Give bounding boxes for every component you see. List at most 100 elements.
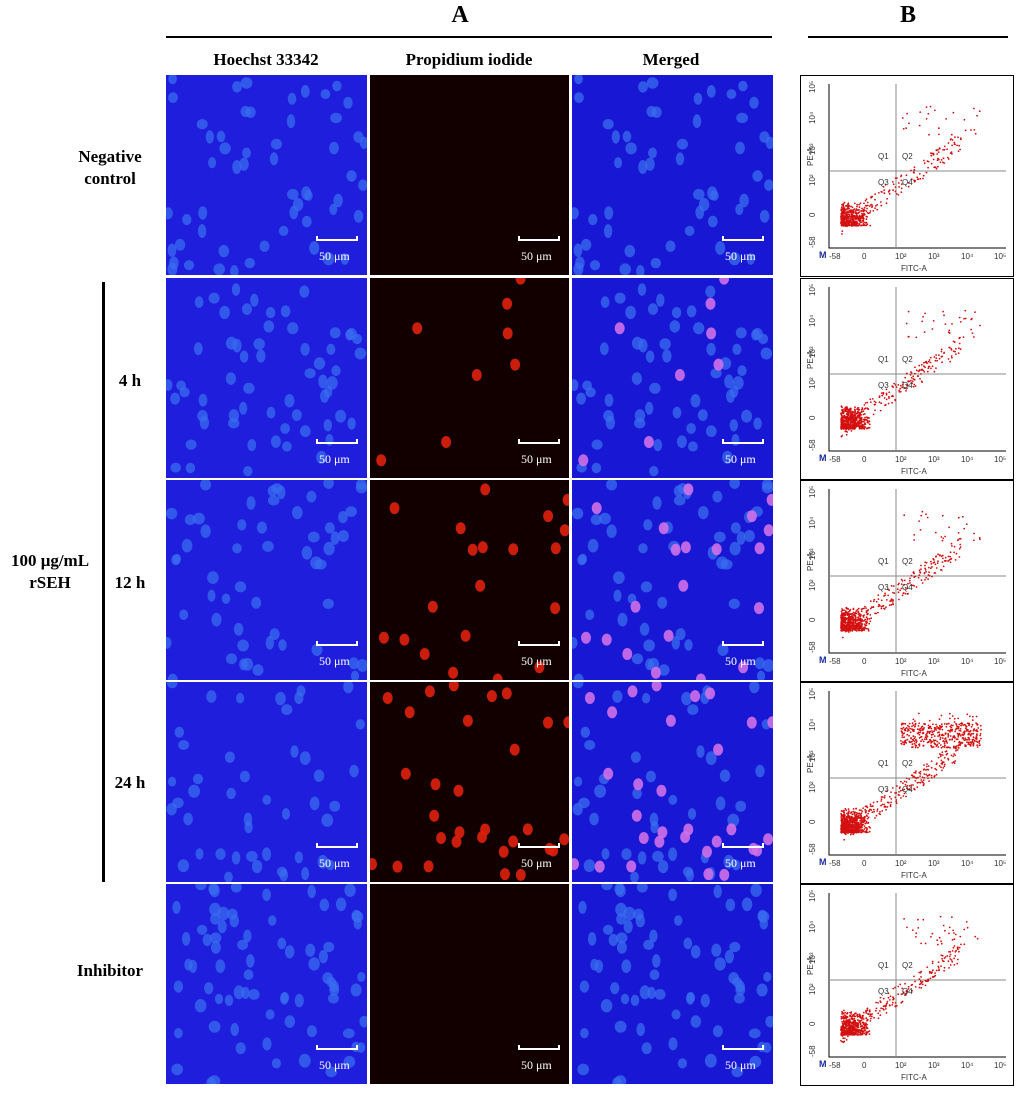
micrograph-4h-merged: 50 μm xyxy=(572,278,773,478)
flow-x-tick: 10⁴ xyxy=(961,455,974,464)
micrograph-4h-hoechst: 50 μm xyxy=(166,278,367,478)
flow-x-tick: -58 xyxy=(829,252,841,261)
row-label-negative-control: Negative control xyxy=(78,147,142,188)
micrograph-inhibitor-merged: 50 μm xyxy=(572,884,773,1084)
scale-bar xyxy=(518,641,560,646)
scale-bar-label: 50 μm xyxy=(319,856,350,870)
flow-quadrant-q4: Q4 xyxy=(902,785,913,794)
flow-y-tick: 0 xyxy=(808,819,817,824)
scale-bar xyxy=(518,439,560,444)
flow-y-axis-label: PE-A xyxy=(806,147,815,166)
flow-y-tick: 10⁵ xyxy=(808,81,817,93)
scale-bar xyxy=(316,1045,358,1050)
flow-quadrant-q1: Q1 xyxy=(878,152,889,161)
flow-y-axis-label: PE-A xyxy=(806,350,815,369)
flow-quadrant-q4: Q4 xyxy=(902,178,913,187)
column-header-pi: Propidium iodide xyxy=(405,50,533,69)
micrograph-12h-hoechst: 50 μm xyxy=(166,480,367,680)
micrograph-24h-merged: 50 μm xyxy=(572,682,773,882)
flow-quadrant-q2: Q2 xyxy=(902,961,913,970)
flow-y-tick: -58 xyxy=(808,439,817,451)
scale-bar xyxy=(316,641,358,646)
flow-x-tick: 10³ xyxy=(928,657,940,666)
flow-plot-24h: Q1 Q2 Q3 Q4 FITC-A PE-A -58 0 10² 10³ 10⁴ 10⁵ -58 0 10… xyxy=(800,682,1014,884)
flow-y-tick: 10³ xyxy=(808,346,817,358)
flow-x-axis-label: FITC-A xyxy=(901,871,927,880)
scale-bar xyxy=(316,439,358,444)
flow-x-tick: 10⁵ xyxy=(994,455,1006,464)
micrograph-inhibitor-pi: 50 μm xyxy=(370,884,569,1084)
flow-x-tick: 10⁴ xyxy=(961,657,974,666)
row-label-24h: 24 h xyxy=(114,773,146,792)
scale-bar xyxy=(518,843,560,848)
flow-y-tick: 10² xyxy=(808,781,817,793)
micrograph-4h-pi: 50 μm xyxy=(370,278,569,478)
flow-x-axis-label: FITC-A xyxy=(901,1073,927,1082)
flow-quadrant-q1: Q1 xyxy=(878,759,889,768)
flow-x-tick: 10⁴ xyxy=(961,1061,974,1070)
flow-corner-mark: M xyxy=(819,655,827,665)
micrograph-12h-pi: 50 μm xyxy=(370,480,569,680)
scale-bar xyxy=(316,236,358,241)
scale-bar xyxy=(722,439,764,444)
flow-quadrant-q4: Q4 xyxy=(902,987,913,996)
row-label-12h: 12 h xyxy=(114,573,146,592)
micrograph-24h-hoechst: 50 μm xyxy=(166,682,367,882)
flow-y-tick: 0 xyxy=(808,1021,817,1026)
flow-x-tick: -58 xyxy=(829,657,841,666)
flow-y-tick: 0 xyxy=(808,212,817,217)
flow-plot-negative-control: Q1 Q2 Q3 Q4 FITC-A PE-A -58 0 10² 10³ 10⁴ 10⁵ -58 0 10… xyxy=(800,75,1014,277)
micrograph-negative-control-merged: 50 μm xyxy=(572,75,773,275)
flow-plot-inhibitor: Q1 Q2 Q3 Q4 FITC-A PE-A -58 0 10² 10³ 10⁴ 10⁵ -58 0 10… xyxy=(800,884,1014,1086)
scale-bar-label: 50 μm xyxy=(521,654,552,668)
flow-y-tick: 10⁴ xyxy=(808,314,817,327)
micrograph-negative-control-pi: 50 μm xyxy=(370,75,569,275)
flow-quadrant-q2: Q2 xyxy=(902,152,913,161)
flow-x-tick: 10⁵ xyxy=(994,859,1006,868)
treatment-label: 100 μg/mL rSEH xyxy=(10,551,90,592)
flow-x-tick: 10⁵ xyxy=(994,1061,1006,1070)
flow-y-tick: 10⁴ xyxy=(808,718,817,731)
flow-corner-mark: M xyxy=(819,250,827,260)
flow-y-tick: -58 xyxy=(808,236,817,248)
flow-quadrant-q4: Q4 xyxy=(902,583,913,592)
flow-x-tick: 0 xyxy=(862,859,867,868)
flow-y-tick: -58 xyxy=(808,641,817,653)
row-label-inhibitor: Inhibitor xyxy=(76,961,144,980)
micrograph-negative-control-hoechst: 50 μm xyxy=(166,75,367,275)
scale-bar-label: 50 μm xyxy=(319,1058,350,1072)
scale-bar-label: 50 μm xyxy=(725,654,756,668)
flow-corner-mark: M xyxy=(819,857,827,867)
flow-plot-4h: Q1 Q2 Q3 Q4 FITC-A PE-A -58 0 10² 10³ 10⁴ 10⁵ -58 0 10… xyxy=(800,278,1014,480)
flow-x-tick: -58 xyxy=(829,455,841,464)
flow-y-tick: 10² xyxy=(808,377,817,389)
flow-y-tick: 0 xyxy=(808,617,817,622)
row-label-4h: 4 h xyxy=(118,371,142,390)
scale-bar xyxy=(518,1045,560,1050)
flow-x-tick: 10⁴ xyxy=(961,859,974,868)
scale-bar xyxy=(722,1045,764,1050)
scale-bar-label: 50 μm xyxy=(725,452,756,466)
panel-b-rule xyxy=(808,36,1008,38)
micrograph-24h-pi: 50 μm xyxy=(370,682,569,882)
flow-y-tick: 10⁴ xyxy=(808,516,817,529)
flow-quadrant-q4: Q4 xyxy=(902,381,913,390)
flow-x-tick: 10² xyxy=(895,657,907,666)
flow-plot-12h: Q1 Q2 Q3 Q4 FITC-A PE-A -58 0 10² 10³ 10⁴ 10⁵ -58 0 10… xyxy=(800,480,1014,682)
scale-bar-label: 50 μm xyxy=(725,1058,756,1072)
flow-y-tick: 10⁵ xyxy=(808,688,817,700)
flow-quadrant-q3: Q3 xyxy=(878,583,889,592)
scale-bar-label: 50 μm xyxy=(319,654,350,668)
flow-quadrant-q3: Q3 xyxy=(878,381,889,390)
scale-bar-label: 50 μm xyxy=(521,856,552,870)
flow-x-tick: 0 xyxy=(862,1061,867,1070)
flow-y-tick: -58 xyxy=(808,843,817,855)
flow-quadrant-q2: Q2 xyxy=(902,355,913,364)
flow-x-tick: 10² xyxy=(895,252,907,261)
flow-quadrant-q1: Q1 xyxy=(878,355,889,364)
scale-bar-label: 50 μm xyxy=(521,249,552,263)
flow-x-tick: 0 xyxy=(862,455,867,464)
flow-x-tick: 10² xyxy=(895,859,907,868)
micrograph-inhibitor-hoechst: 50 μm xyxy=(166,884,367,1084)
scale-bar-label: 50 μm xyxy=(319,249,350,263)
